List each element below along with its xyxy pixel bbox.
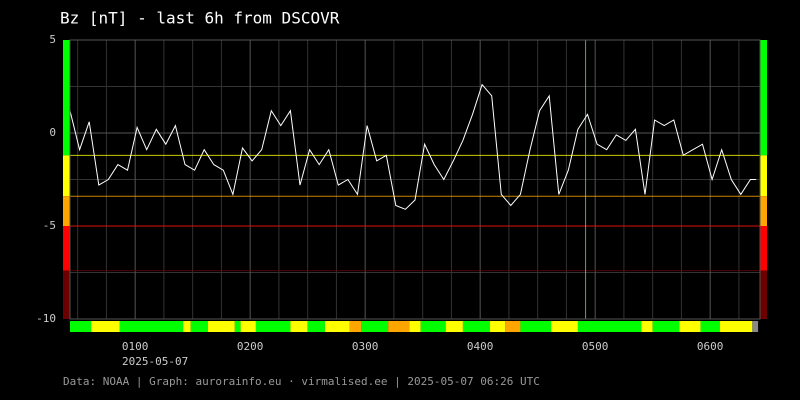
x-tick-label: 0500 — [582, 340, 609, 353]
status-segment — [361, 321, 389, 332]
x-tick-label: 0600 — [697, 340, 724, 353]
status-segment — [409, 321, 421, 332]
data-line — [69, 83, 757, 210]
plot-frame — [69, 39, 761, 320]
status-segment — [700, 321, 720, 332]
x-tick-label: 0300 — [352, 340, 379, 353]
status-segment — [307, 321, 325, 332]
zone-bar — [63, 155, 70, 197]
status-segment — [255, 321, 291, 332]
zone-bar — [760, 196, 767, 226]
status-segment — [70, 321, 92, 332]
y-tick-label: -5 — [43, 219, 56, 232]
zone-bar — [760, 270, 767, 319]
y-tick-label: 5 — [49, 33, 56, 46]
status-segment — [290, 321, 308, 332]
status-segment — [652, 321, 680, 332]
status-segment — [462, 321, 490, 332]
status-segment — [119, 321, 184, 332]
x-tick-label: 0200 — [237, 340, 264, 353]
date-label: 2025-05-07 — [122, 355, 188, 368]
chart-title: Bz [nT] - last 6h from DSCOVR — [60, 9, 340, 28]
status-segment — [445, 321, 463, 332]
status-segment — [240, 321, 256, 332]
status-segment — [420, 321, 446, 332]
zone-bar — [760, 40, 767, 156]
footer: Data: NOAA | Graph: aurorainfo.eu · virm… — [63, 375, 540, 388]
y-tick-label: -10 — [36, 312, 56, 325]
x-tick-label: 0100 — [122, 340, 149, 353]
zone-bar — [63, 196, 70, 226]
status-segment — [752, 321, 759, 332]
status-segment — [91, 321, 120, 332]
status-segment — [183, 321, 191, 332]
status-segment — [349, 321, 362, 332]
y-tick-label: 0 — [49, 126, 56, 139]
zone-bar — [63, 270, 70, 319]
zone-bar — [63, 226, 70, 271]
status-segment — [190, 321, 208, 332]
status-segment — [679, 321, 701, 332]
status-segment — [388, 321, 410, 332]
status-segment — [208, 321, 235, 332]
zone-bar — [760, 226, 767, 271]
status-segment — [551, 321, 578, 332]
x-tick-label: 0400 — [467, 340, 494, 353]
status-segment — [489, 321, 506, 332]
status-segment — [719, 321, 753, 332]
status-segment — [577, 321, 642, 332]
zone-bar — [63, 40, 70, 156]
status-segment — [324, 321, 350, 332]
status-segment — [505, 321, 521, 332]
status-segment — [641, 321, 653, 332]
status-segment — [520, 321, 552, 332]
zone-bar — [760, 155, 767, 197]
status-segment — [234, 321, 241, 332]
